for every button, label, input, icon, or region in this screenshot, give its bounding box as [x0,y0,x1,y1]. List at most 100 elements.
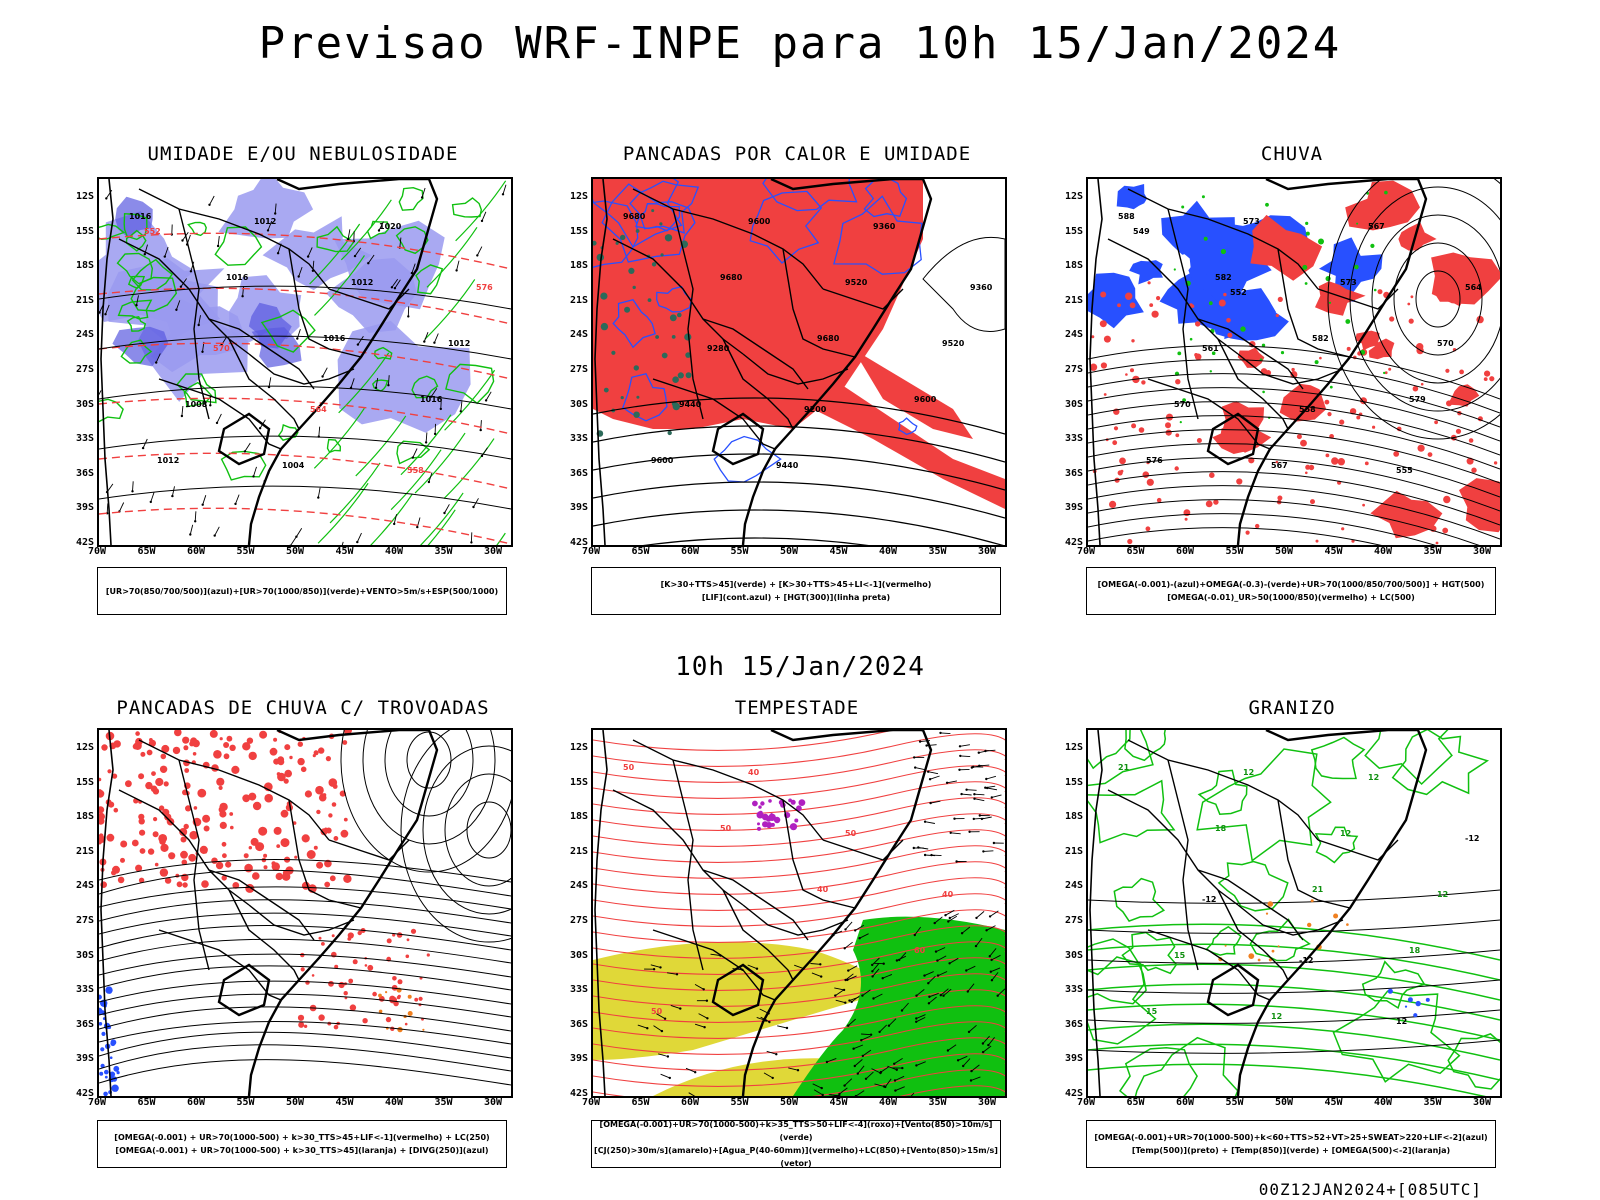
legend-line: [OMEGA(-0.01)_UR>50(1000/850)(vermelho) … [1167,593,1415,602]
latitude-tick-label: 36S [1064,467,1083,479]
latitude-tick-label: 15S [1064,776,1083,788]
forecast-map: 50 50 40 60 50 40 50 40 [591,728,1007,1098]
contour-label: 12 [1368,773,1379,782]
contour-label: 9440 [776,461,799,470]
latitude-tick-label: 39S [1064,502,1083,514]
latitude-tick-label: 21S [1064,294,1083,306]
latitude-tick-label: 18S [569,811,588,823]
latitude-tick-label: 42S [75,1088,94,1099]
longitude-tick-label: 35W [434,1097,453,1108]
latitude-tick-label: 30S [75,949,94,961]
longitude-tick-label: 50W [285,1097,305,1108]
contour-label: 1016 [226,273,249,282]
legend-line: [OMEGA(-0.001)-(azul)+OMEGA(-0.3)-(verde… [1097,580,1485,589]
latitude-tick-label: 30S [569,398,588,410]
latitude-tick-label: 24S [569,880,588,892]
longitude-tick-label: 35W [928,1097,947,1108]
contour-label: 18 [1215,824,1227,833]
contour-label: 12 [1340,829,1351,838]
longitude-tick-label: 70W [581,546,601,557]
longitude-tick-label: 45W [829,1097,848,1108]
longitude-tick-label: 30W [483,1097,503,1108]
map-canvas: 588 582 582 579 576 573 573 570 570 567 567 564 561 5… [1088,179,1500,545]
contour-label: 50 [720,824,732,833]
forecast-map: 588 582 582 579 576 573 573 570 570 567 567 564 561 5… [1086,177,1502,547]
contour-label: 12 [1396,1017,1407,1026]
latitude-tick-label: 18S [75,260,94,272]
longitude-tick-label: 50W [285,546,305,557]
latitude-tick-label: 36S [75,467,94,479]
contour-label: 40 [817,885,829,894]
contour-label: 9280 [707,344,730,353]
contour-label: 582 [1312,334,1329,343]
longitude-tick-label: 60W [1175,1097,1195,1108]
contour-label: 9360 [970,283,993,292]
latitude-tick-label: 27S [1064,915,1083,926]
forecast-map: 1016 1016 1016 1016 1012 1012 1012 1012 1008 1004… [97,177,513,547]
map-canvas: 50 50 40 60 50 40 50 40 [593,730,1005,1096]
contour-label: 558 [1299,405,1316,414]
panel-legend: [OMEGA(-0.001) + UR>70(1000-500) + k>30_… [97,1120,507,1168]
latitude-tick-label: 30S [1064,398,1083,410]
contour-label: 50 [651,1007,663,1016]
latitude-tick-label: 24S [1064,880,1083,892]
latitude-tick-label: 12S [1064,191,1083,202]
latitude-tick-label: 42S [569,537,588,548]
contour-label: 573 [1340,278,1357,287]
latitude-tick-label: 24S [569,329,588,341]
latitude-tick-label: 27S [569,364,588,375]
contour-label: 573 [1243,217,1260,226]
longitude-tick-label: 30W [1472,1097,1492,1108]
longitude-tick-label: 50W [1274,1097,1294,1108]
longitude-tick-label: 35W [1423,1097,1442,1108]
panel-title: UMIDADE E/OU NEBULOSIDADE [147,143,459,165]
map-canvas: 9680 9680 9680 9600 9600 9600 9520 9520 9440 9440… [593,179,1005,545]
longitude-tick-label: 30W [483,546,503,557]
contour-label: 567 [1271,461,1288,470]
contour-label: 18 [1409,946,1421,955]
latitude-tick-label: 21S [569,845,588,857]
contour-label: 549 [1133,227,1150,236]
contour-label: -12 [1202,895,1216,904]
latitude-tick-label: 18S [569,260,588,272]
contour-label: 570 [1174,400,1191,409]
latitude-tick-label: 18S [1064,811,1083,823]
latitude-tick-label: 30S [75,398,94,410]
latitude-tick-label: 27S [569,915,588,926]
run-timestamp: 00Z12JAN2024+[085UTC] [1258,1180,1482,1199]
longitude-tick-label: 70W [1076,1097,1096,1108]
contour-label: 552 [144,227,161,236]
contour-label: 9680 [817,334,840,343]
latitude-tick-label: 36S [569,1018,588,1030]
latitude-tick-label: 15S [569,225,588,237]
latitude-tick-label: 15S [75,225,94,237]
legend-line: [Temp(500)](preto) + [Temp(850)](verde) … [1131,1146,1451,1155]
latitude-tick-label: 33S [569,433,588,445]
longitude-tick-label: 60W [1175,546,1195,557]
longitude-tick-label: 60W [186,1097,206,1108]
contour-label: 576 [1146,456,1163,465]
latitude-tick-label: 33S [1064,433,1083,445]
longitude-tick-label: 70W [581,1097,601,1108]
longitude-tick-label: 50W [1274,546,1294,557]
latitude-tick-label: 42S [1064,537,1083,548]
longitude-tick-label: 40W [878,1097,898,1108]
forecast-map: 21 18 21 18 15 12 12 12 15 12 12 -12 -12 -12 12 [1086,728,1502,1098]
contour-label: 558 [407,466,424,475]
latitude-tick-label: 27S [75,915,94,926]
contour-label: 60 [914,946,926,955]
contour-label: 15 [1146,1007,1158,1016]
latitude-tick-label: 27S [75,364,94,375]
contour-label: 9680 [623,212,646,221]
contour-label: 9600 [748,217,771,226]
latitude-tick-label: 42S [1064,1088,1083,1099]
longitude-tick-label: 40W [384,546,404,557]
contour-label: 1008 [185,400,208,409]
latitude-tick-label: 27S [1064,364,1083,375]
longitude-tick-label: 65W [1126,1097,1145,1108]
panel-title: CHUVA [1260,143,1324,165]
legend-line: [OMEGA(-0.001) + UR>70(1000-500) + k>30_… [115,1146,489,1155]
latitude-tick-label: 12S [75,191,94,202]
latitude-tick-label: 39S [569,502,588,514]
contour-label: 12 [1243,768,1254,777]
